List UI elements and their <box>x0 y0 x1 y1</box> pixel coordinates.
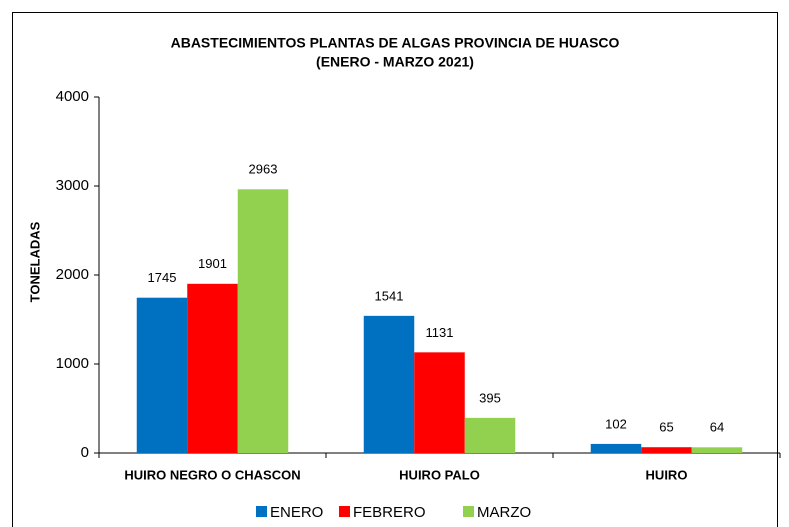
bar <box>414 352 465 453</box>
legend-label: ENERO <box>270 504 323 521</box>
bar <box>187 283 238 453</box>
bar <box>691 447 743 453</box>
bar <box>464 417 516 453</box>
y-tick-label: 4000 <box>56 88 89 105</box>
value-label: 1901 <box>198 256 227 271</box>
bar <box>641 447 692 453</box>
legend-swatch <box>339 506 350 517</box>
x-tick-label: HUIRO PALO <box>399 467 480 482</box>
value-label: 65 <box>659 420 673 435</box>
legend-swatch <box>256 506 267 517</box>
bar <box>363 315 415 453</box>
chart-title: ABASTECIMIENTOS PLANTAS DE ALGAS PROVINC… <box>171 35 620 51</box>
legend-label: MARZO <box>477 504 531 521</box>
value-label: 1541 <box>375 288 404 303</box>
value-label: 395 <box>479 390 501 405</box>
y-tick-label: 2000 <box>56 266 89 283</box>
y-axis-label: TONELADAS <box>27 221 42 302</box>
chart-subtitle: (ENERO - MARZO 2021) <box>316 54 474 70</box>
value-label: 102 <box>605 416 627 431</box>
y-tick-label: 1000 <box>56 355 89 372</box>
bar <box>136 297 188 453</box>
value-label: 64 <box>710 420 724 435</box>
x-tick-label: HUIRO <box>646 467 688 482</box>
value-label: 2963 <box>249 162 278 177</box>
legend-label: FEBRERO <box>353 504 426 521</box>
x-tick-label: HUIRO NEGRO O CHASCON <box>124 467 300 482</box>
bar <box>237 189 289 453</box>
y-tick-label: 3000 <box>56 177 89 194</box>
value-label: 1131 <box>426 325 454 340</box>
value-label: 1745 <box>148 270 177 285</box>
y-tick-label: 0 <box>81 444 89 461</box>
legend-swatch <box>463 506 474 517</box>
bar <box>590 443 642 453</box>
